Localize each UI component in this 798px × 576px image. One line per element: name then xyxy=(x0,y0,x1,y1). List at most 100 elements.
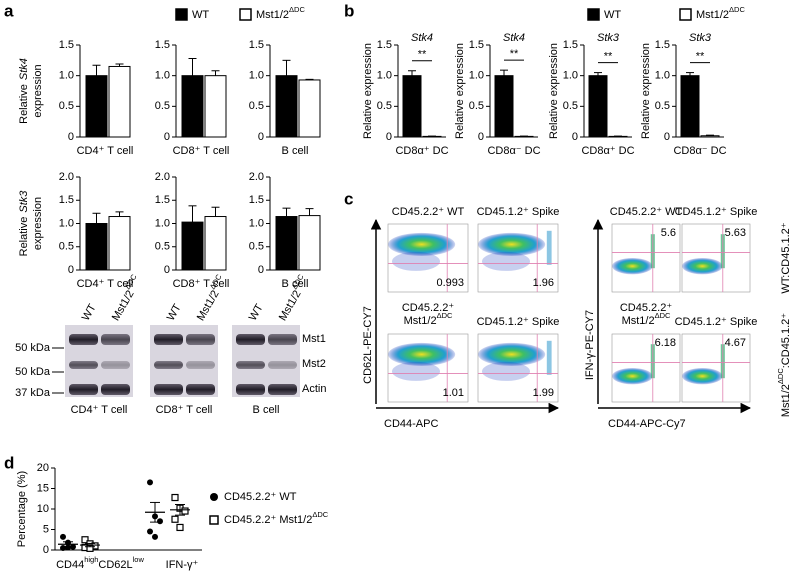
legend-label: Mst1/2ΔDC xyxy=(696,5,745,20)
band-label: Actin xyxy=(302,383,326,395)
y-tick-label: 1.0 xyxy=(469,70,484,82)
data-point xyxy=(152,533,158,540)
x-category-label: CD8⁺ T cell xyxy=(173,278,230,290)
text-part: Mst1/2 xyxy=(256,9,289,21)
y-tick-label: 0.5 xyxy=(469,100,484,112)
data-point xyxy=(157,518,163,525)
text-part: Stk3 xyxy=(689,32,712,44)
data-point xyxy=(171,493,179,502)
superscript: ΔDC xyxy=(729,5,745,14)
text-part: CD45.2.2⁺ Mst1/2 xyxy=(224,514,312,526)
panel-label: d xyxy=(4,453,14,472)
flow-density xyxy=(388,232,456,256)
superscript: ΔDC xyxy=(123,272,139,291)
y-tick-label: 1.0 xyxy=(59,70,74,82)
text-part: CD62L xyxy=(98,559,132,571)
panel-label: b xyxy=(344,1,354,20)
marker-label: 50 kDa xyxy=(15,366,51,378)
y-tick-label: 5 xyxy=(43,523,49,535)
flow-density xyxy=(682,368,723,385)
blot-band xyxy=(186,361,215,369)
y-tick-label: 0.5 xyxy=(655,100,670,112)
gate-value: 1.99 xyxy=(533,387,554,399)
legend-swatch xyxy=(587,8,600,21)
y-tick-label: 0 xyxy=(258,264,264,276)
lane-label: WT xyxy=(80,302,99,323)
flow-spike xyxy=(546,340,552,375)
text-part: WT xyxy=(192,9,209,21)
blot-band xyxy=(236,384,265,395)
panel-label: a xyxy=(4,1,14,20)
x-category-label: B cell xyxy=(282,145,309,157)
y-axis-label: Relative Stk4 xyxy=(18,58,30,124)
flow-density xyxy=(612,368,653,385)
y-tick-label: 0.5 xyxy=(59,100,74,112)
legend-label: WT xyxy=(192,9,209,21)
flow-spike xyxy=(546,230,552,265)
y-tick-label: 20 xyxy=(37,462,49,474)
text-part: Stk4 xyxy=(411,32,433,44)
text-part: :CD45.1.2⁺ xyxy=(780,313,792,369)
superscript: high xyxy=(84,555,98,564)
plot-title: CD45.2.2⁺ xyxy=(402,302,454,314)
y-axis-label: IFN-γ-PE-CY7 xyxy=(584,310,596,380)
lane-label: WT xyxy=(247,302,266,323)
data-point xyxy=(81,536,89,544)
legend-label: WT xyxy=(604,9,621,21)
blot-band xyxy=(69,334,98,345)
gate-value: 5.6 xyxy=(661,227,676,239)
text-part: CD45.2.2⁺ WT xyxy=(224,491,297,503)
panel-label: c xyxy=(344,189,353,208)
blot-group-label: CD8⁺ T cell xyxy=(156,404,213,416)
marker-label: 37 kDa xyxy=(15,387,51,399)
y-axis-label: Relative Stk3 xyxy=(18,190,30,257)
plot-title: CD45.1.2⁺ Spike xyxy=(477,206,560,218)
bar xyxy=(402,75,422,138)
data-point xyxy=(171,515,179,523)
bar xyxy=(181,221,204,271)
y-tick-label: 0.5 xyxy=(249,100,264,112)
y-tick-label: 0 xyxy=(386,131,392,143)
y-tick-label: 0 xyxy=(68,264,74,276)
y-tick-label: 2.0 xyxy=(249,171,264,183)
flow-plot xyxy=(611,333,681,403)
x-category-label: B cell xyxy=(282,278,309,290)
y-tick-label: 0.5 xyxy=(155,241,170,253)
blot-band xyxy=(186,334,215,345)
blot-band xyxy=(154,384,183,395)
blot-band xyxy=(236,361,265,369)
superscript: ΔDC xyxy=(289,5,305,14)
y-tick-label: 0 xyxy=(68,131,74,143)
bar xyxy=(298,215,321,271)
bar xyxy=(680,75,700,138)
blot-band xyxy=(186,384,215,395)
bar xyxy=(204,75,227,138)
y-tick-label: 0 xyxy=(478,131,484,143)
data-point xyxy=(65,544,71,551)
x-axis-label: CD44-APC xyxy=(384,418,438,430)
y-axis-label: Relative expression xyxy=(454,43,466,139)
plot-title: CD45.2.2⁺ WT xyxy=(610,206,683,218)
y-tick-label: 0 xyxy=(572,131,578,143)
text-part: WT xyxy=(247,302,266,323)
superscript: low xyxy=(133,555,145,564)
plot-title: CD45.1.2⁺ Spike xyxy=(675,316,758,328)
text-part: WT:CD45.1.2⁺ xyxy=(780,222,792,293)
x-category-label: CD8⁺ T cell xyxy=(173,145,230,157)
y-tick-label: 0.5 xyxy=(377,100,392,112)
text-part: Mst1/2 xyxy=(780,384,792,417)
blot-band xyxy=(69,361,98,369)
blot-group-label: CD4⁺ T cell xyxy=(71,404,128,416)
chart-title: Stk3 xyxy=(597,32,620,44)
y-axis-label: CD62L-PE-CY7 xyxy=(362,306,374,384)
text-part: Stk3 xyxy=(18,190,30,213)
superscript: ΔDC xyxy=(312,510,328,519)
data-point xyxy=(176,523,184,532)
marker-label: 50 kDa xyxy=(15,342,51,354)
y-tick-label: 1.0 xyxy=(155,70,170,82)
y-tick-label: 0 xyxy=(258,131,264,143)
y-tick-label: 0 xyxy=(164,131,170,143)
flow-density xyxy=(478,232,546,256)
plot-title: CD45.2.2⁺ xyxy=(620,302,672,314)
